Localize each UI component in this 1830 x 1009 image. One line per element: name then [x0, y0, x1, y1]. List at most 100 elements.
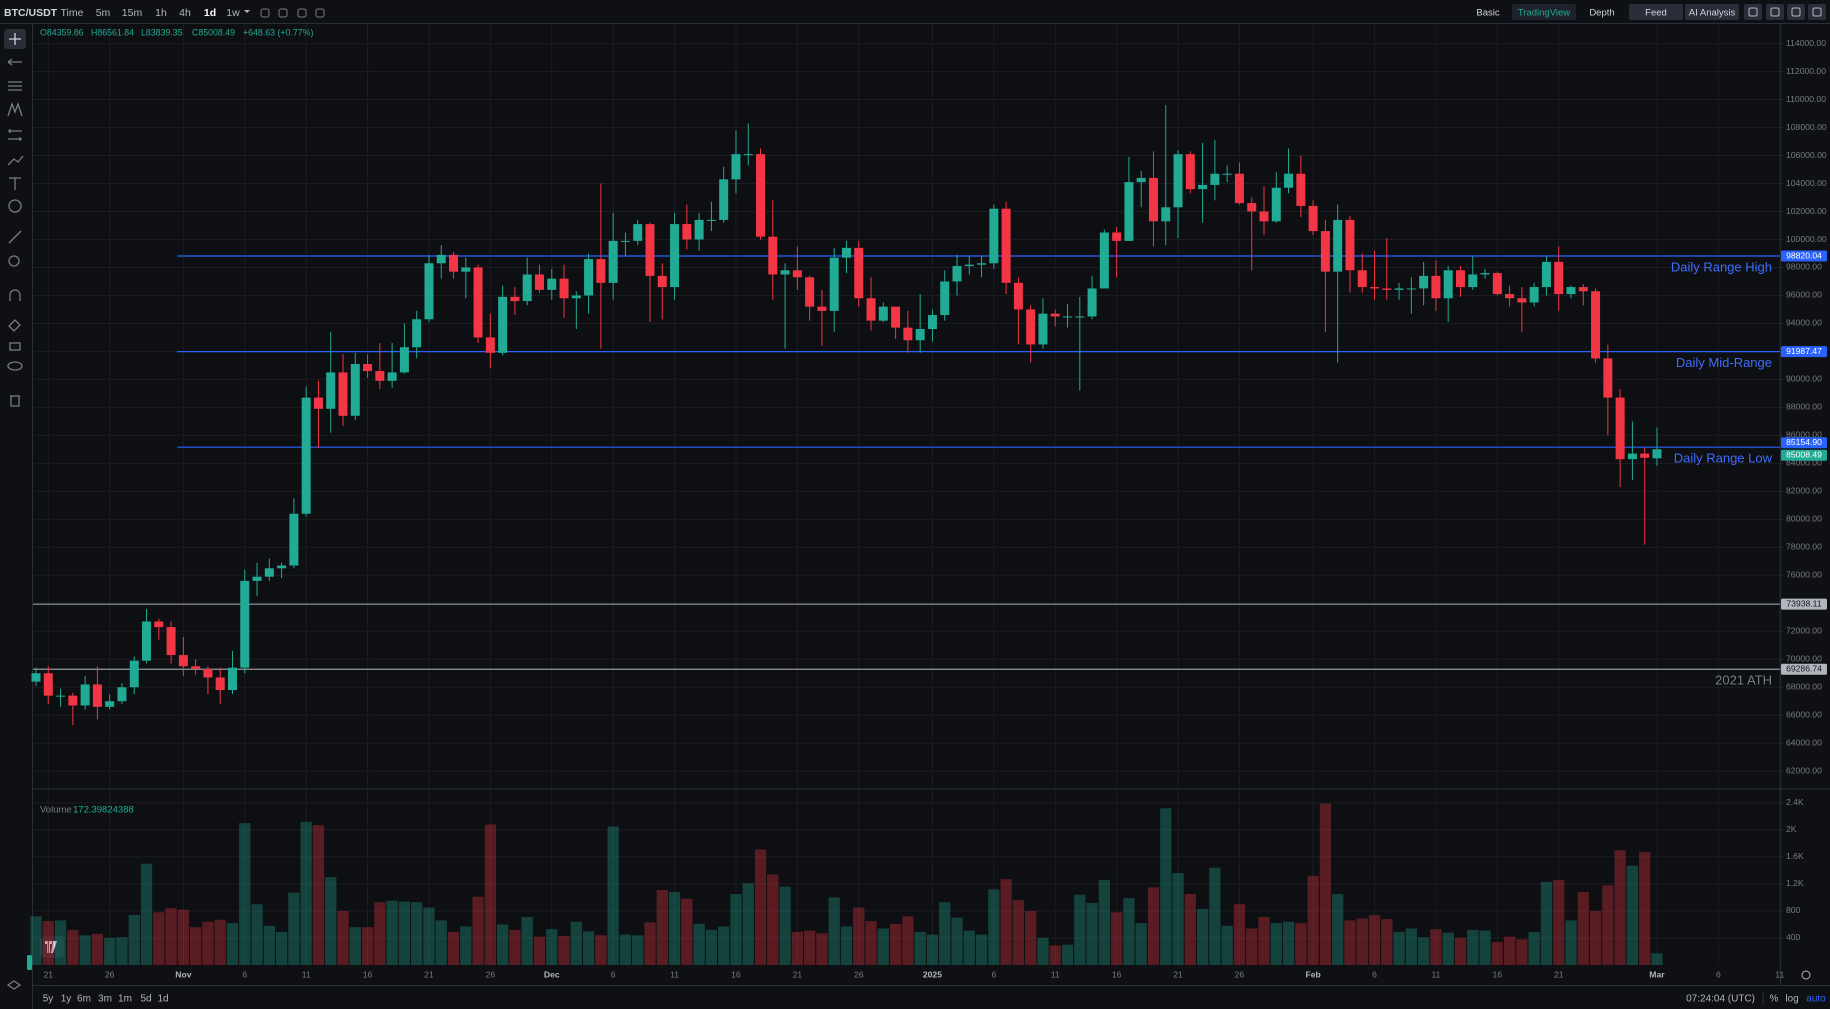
- pane-handle[interactable]: [27, 955, 32, 970]
- volume-tick-label: 400: [1786, 932, 1801, 942]
- y-tick-label: 94000.00: [1786, 318, 1822, 328]
- candle-body: [608, 240, 618, 283]
- candle-body: [1013, 282, 1023, 310]
- volume-bar: [1319, 803, 1332, 965]
- tool-hide[interactable]: [7, 361, 23, 371]
- header-button[interactable]: Feed: [1645, 8, 1667, 19]
- x-tick-label: Dec: [544, 969, 560, 979]
- interval-button[interactable]: 1d: [204, 7, 216, 19]
- header-icon[interactable]: [260, 8, 270, 18]
- candle-body: [989, 208, 999, 264]
- tool-fib[interactable]: [8, 81, 22, 91]
- volume-bar: [570, 921, 582, 965]
- range-button[interactable]: 5d: [140, 994, 151, 1005]
- volume-bar: [718, 926, 730, 965]
- header-icon[interactable]: [297, 8, 307, 18]
- candle-body: [473, 267, 483, 338]
- volume-bar: [239, 823, 251, 965]
- volume-tick-label: 1.2K: [1786, 878, 1804, 888]
- window-icon[interactable]: [1770, 7, 1780, 17]
- level-label: Daily Range Low: [1674, 451, 1773, 466]
- interval-button[interactable]: 15m: [122, 7, 143, 19]
- header-icon[interactable]: [315, 8, 325, 18]
- volume-bar: [1589, 910, 1602, 965]
- tool-magnet[interactable]: [9, 289, 21, 301]
- interval-button[interactable]: 1w: [226, 7, 240, 19]
- tool-measure[interactable]: [8, 129, 22, 141]
- view-button[interactable]: TradingView: [1518, 8, 1570, 19]
- volume-bar: [963, 930, 975, 965]
- volume-bar: [1344, 920, 1356, 965]
- tool-text[interactable]: [9, 177, 21, 190]
- x-tick-label: 6: [991, 969, 996, 979]
- candle-body: [1099, 232, 1109, 289]
- x-tick-label: 21: [424, 969, 434, 979]
- candle-body: [1529, 287, 1539, 303]
- candle-body: [264, 568, 274, 577]
- drawing-toolbar: [4, 29, 32, 990]
- volume-bar: [1430, 929, 1442, 965]
- scale-option[interactable]: %: [1770, 994, 1779, 1005]
- range-button[interactable]: 5y: [43, 994, 54, 1005]
- tool-crosshair[interactable]: [9, 33, 21, 45]
- volume-bar: [1295, 923, 1307, 965]
- interval-button[interactable]: 5m: [96, 7, 111, 19]
- volume-bar: [1651, 953, 1663, 965]
- level-label: Daily Mid-Range: [1676, 355, 1772, 370]
- y-tick-label: 72000.00: [1786, 626, 1822, 636]
- tool-layers[interactable]: [6, 980, 22, 990]
- settings-icon[interactable]: [1801, 970, 1811, 980]
- candle-body: [756, 154, 766, 237]
- tool-stay[interactable]: [8, 319, 21, 332]
- interval-caret[interactable]: [244, 10, 250, 13]
- volume-bar: [939, 902, 951, 965]
- y-tick-label: 64000.00: [1786, 737, 1822, 747]
- volume-bar: [1332, 894, 1344, 965]
- tool-pattern[interactable]: [7, 102, 23, 117]
- tool-zoom[interactable]: [8, 255, 20, 267]
- header-icon[interactable]: [278, 8, 288, 18]
- volume-bar: [656, 890, 668, 965]
- volume-bars: [30, 803, 1663, 965]
- candles: [31, 105, 1662, 726]
- tool-line[interactable]: [7, 58, 22, 66]
- range-button[interactable]: 6m: [77, 994, 91, 1005]
- range-button[interactable]: 1d: [157, 994, 168, 1005]
- level-price-label: 85154.90: [1786, 437, 1822, 447]
- window-icon[interactable]: [1791, 7, 1801, 17]
- tool-lock[interactable]: [9, 342, 21, 351]
- window-icon[interactable]: [1748, 7, 1758, 17]
- scale-option[interactable]: log: [1785, 994, 1798, 1005]
- window-icon[interactable]: [1812, 7, 1822, 17]
- volume-bar: [300, 821, 312, 965]
- ohlc-legend: H86561.84: [91, 27, 134, 37]
- header-button[interactable]: AI Analysis: [1689, 8, 1736, 19]
- candle-body: [719, 179, 729, 220]
- view-button[interactable]: Basic: [1476, 8, 1499, 19]
- tool-delete[interactable]: [10, 395, 20, 407]
- volume-bar: [1553, 879, 1565, 965]
- tool-emoji[interactable]: [8, 199, 22, 213]
- volume-bar: [1061, 944, 1074, 965]
- range-button[interactable]: 1y: [61, 994, 72, 1005]
- interval-button[interactable]: 4h: [179, 7, 191, 19]
- volume-bar: [116, 937, 128, 965]
- volume-bar: [1405, 928, 1417, 965]
- scale-option[interactable]: auto: [1806, 994, 1826, 1005]
- volume-bar: [484, 824, 496, 965]
- view-button[interactable]: Depth: [1589, 8, 1614, 19]
- interval-button[interactable]: Time: [61, 7, 84, 19]
- volume-bar: [1209, 867, 1221, 965]
- y-tick-label: 68000.00: [1786, 682, 1822, 692]
- candle-body: [1320, 231, 1330, 272]
- volume-bar: [153, 912, 165, 965]
- interval-button[interactable]: 1h: [155, 7, 167, 19]
- volume-bar: [251, 904, 263, 965]
- tool-brush[interactable]: [7, 155, 24, 166]
- symbol[interactable]: BTC/USDT: [4, 7, 58, 19]
- range-button[interactable]: 3m: [98, 994, 112, 1005]
- y-tick-label: 104000.00: [1786, 178, 1827, 188]
- volume-bar: [1049, 945, 1061, 965]
- range-button[interactable]: 1m: [118, 994, 132, 1005]
- tool-ruler[interactable]: [8, 230, 22, 244]
